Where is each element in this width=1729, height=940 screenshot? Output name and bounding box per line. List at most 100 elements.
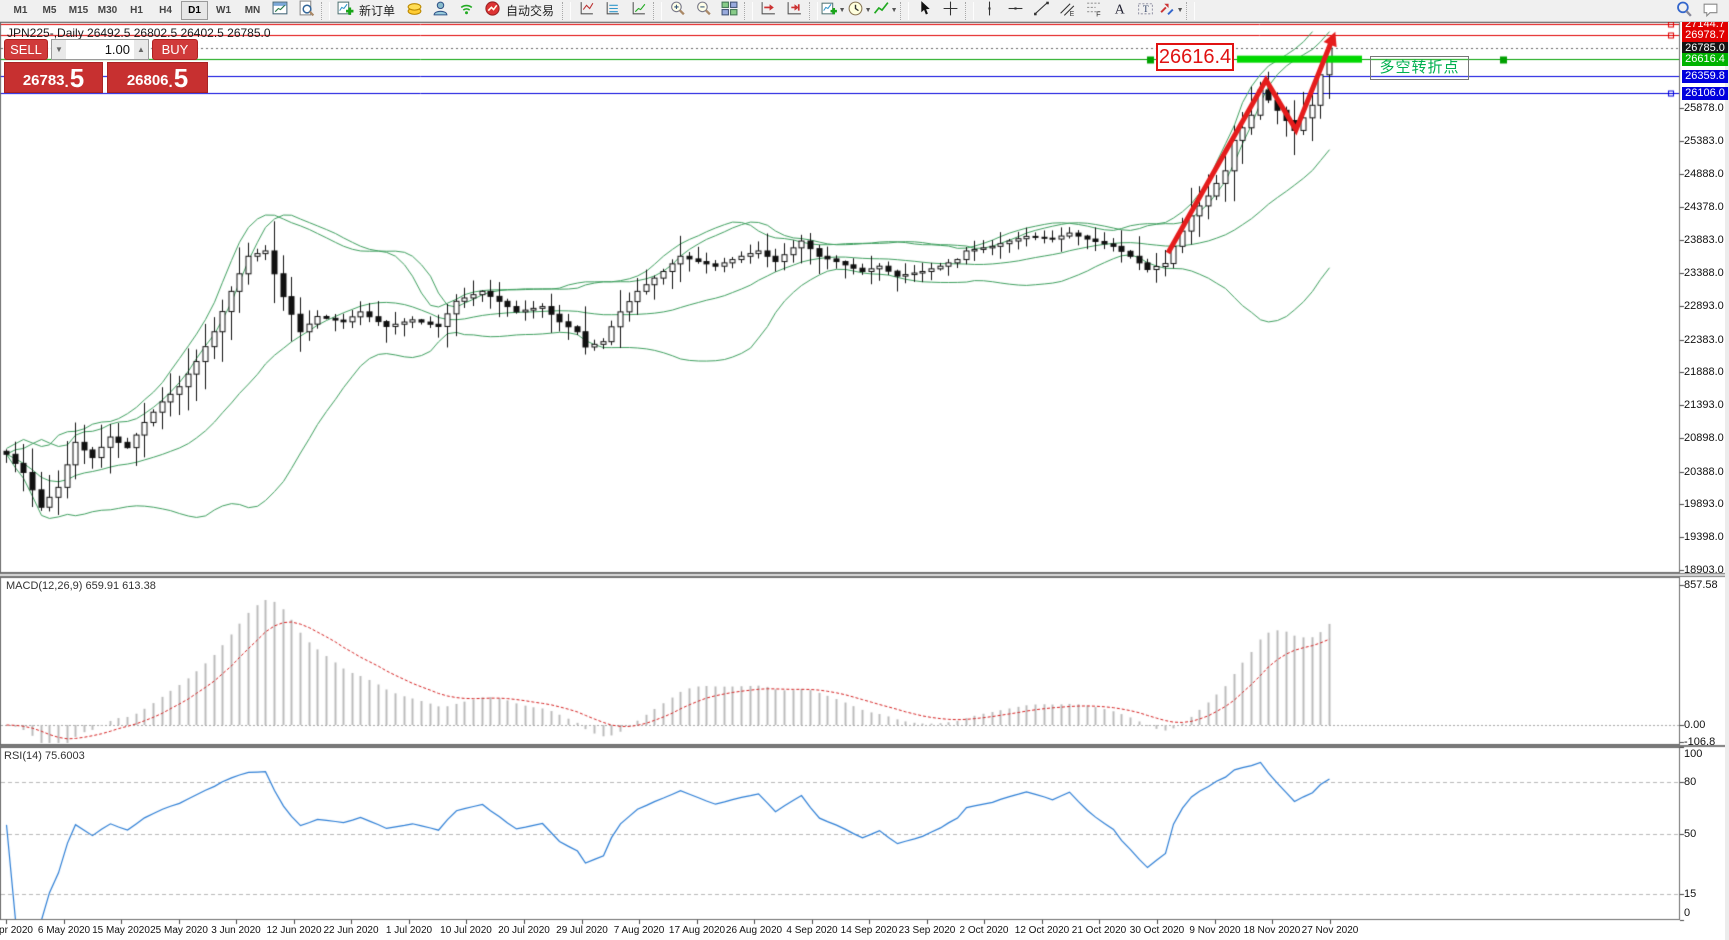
date-label: 10 Jul 2020 [440,925,492,936]
timeframe-toolbar: M1 M5 M15 M30 H1 H4 D1 W1 MN [6,1,267,20]
signal-button[interactable] [453,0,479,22]
gold-coins-icon [406,0,423,22]
tiles-icon [721,0,738,22]
accounts-button[interactable] [427,0,453,22]
price-tick-label: 23883.0 [1684,234,1724,246]
zoom-in-icon [669,0,686,22]
macd-axis-label: -106.8 [1684,736,1716,748]
chart-canvas[interactable] [0,22,1729,940]
date-label: 30 Oct 2020 [1129,925,1185,936]
price-tick-label: 25383.0 [1684,135,1724,147]
text-label-button[interactable]: T [1132,0,1158,22]
print-preview-icon [298,0,315,22]
toolbar-button-label: 自动交易 [506,4,555,18]
volume-down-button[interactable]: ▼ [52,40,66,59]
chart-style-icon [873,0,890,22]
shapes-button[interactable]: ▼ [1158,0,1184,22]
toolbar-button-label: 新订单 [359,4,396,18]
date-label: 22 Jun 2020 [323,925,379,936]
hline-icon [1007,0,1024,22]
bid-price-button[interactable]: 26783. 5 [4,62,103,93]
date-label: 27 Nov 2020 [1301,925,1359,936]
timeframe-d1-button[interactable]: D1 [181,1,208,20]
channel-icon: E [1059,0,1076,22]
tiles-button[interactable] [716,0,742,22]
crosshair-button[interactable] [937,0,963,22]
chat-button[interactable] [1697,1,1723,23]
price-tick-label: 20898.0 [1684,432,1724,444]
triangle-down-icon: ▼ [55,45,63,54]
price-tick-label: 19398.0 [1684,531,1724,543]
toolbar-separator [321,1,330,20]
macd-axis-label: 0.00 [1684,719,1706,731]
rsi-axis-label: 100 [1684,748,1703,760]
print-preview-button[interactable] [293,0,319,22]
ask-price-pip: 5 [173,63,189,93]
timeframe-w1-button[interactable]: W1 [216,5,231,16]
timeframe-m5-button[interactable]: M5 [42,5,57,16]
macd-indicator-label: MACD(12,26,9) 659.91 613.38 [6,580,156,592]
price-callout-text-object[interactable]: 26616.4 [1156,43,1234,71]
ask-decimal: . [168,74,173,91]
trendline-button[interactable] [1028,0,1054,22]
gold-coins-button[interactable] [401,0,427,22]
toolbar-separator [653,1,663,20]
step-shift-button[interactable] [755,0,781,22]
toolbar-right-icons [1671,1,1723,23]
search-button[interactable] [1671,1,1697,23]
timeframe-m30-button[interactable]: M30 [97,5,118,16]
date-label: 6 May 2020 [37,925,91,936]
autotrading-button[interactable] [479,0,505,22]
ind-cross-button[interactable] [573,0,599,22]
turning-point-note[interactable]: 多空转折点 [1370,56,1469,80]
volume-input[interactable] [66,40,134,59]
date-label: 29 Jul 2020 [556,925,608,936]
date-label: 15 May 2020 [92,925,150,936]
sell-button[interactable]: SELL [4,39,48,60]
price-tick-label: 20388.0 [1684,466,1724,478]
clock-button[interactable]: ▼ [846,0,872,22]
svg-text:E: E [1069,10,1074,16]
fibonacci-button[interactable]: F [1080,0,1106,22]
new-order-button[interactable] [332,0,358,22]
trendline-icon [1033,0,1050,22]
date-label: 7 Aug 2020 [613,925,665,936]
date-label: 9 Nov 2020 [1189,925,1241,936]
ask-price-button[interactable]: 26806. 5 [107,62,208,93]
shapes-icon [1159,0,1176,22]
text-a-icon: A [1111,0,1128,22]
dropdown-arrow-icon: ▼ [864,7,872,14]
text-a-button[interactable]: A [1106,0,1132,22]
one-click-trade-panel: SELL ▼ ▲ BUY 26783.5 26806.5 [4,39,210,93]
date-label: 14 Sep 2020 [840,925,898,936]
chart-style-button[interactable]: ▼ [872,0,898,22]
ind-list-button[interactable] [599,0,625,22]
zoom-in-button[interactable] [664,0,690,22]
zoom-out-button[interactable] [690,0,716,22]
date-label: 20 Jul 2020 [498,925,550,936]
ind-up-button[interactable] [625,0,651,22]
timeframe-mn-button[interactable]: MN [244,5,261,16]
cursor-button[interactable] [911,0,937,22]
level-price-label: 26359.8 [1682,70,1728,83]
toolbar-separator [900,1,910,20]
volume-up-button[interactable]: ▲ [134,40,148,59]
chart-window-button[interactable] [267,0,293,22]
date-label: 3 Jun 2020 [211,925,261,936]
channel-button[interactable]: E [1054,0,1080,22]
vline-button[interactable] [976,0,1002,22]
buy-button[interactable]: BUY [152,39,198,60]
add-chart-button[interactable]: ▼ [820,0,846,22]
ind-list-icon [604,0,621,22]
hline-button[interactable] [1002,0,1028,22]
dropdown-arrow-icon: ▼ [1176,7,1184,14]
timeframe-m1-button[interactable]: M1 [13,5,28,16]
timeframe-h1-button[interactable]: H1 [130,5,143,16]
triangle-up-icon: ▲ [137,45,145,54]
step-last-button[interactable] [781,0,807,22]
timeframe-h4-button[interactable]: H4 [159,5,172,16]
price-tick-label: 18903.0 [1684,564,1724,576]
bid-price-main: 26783 [22,72,65,89]
timeframe-m15-button[interactable]: M15 [68,5,89,16]
step-shift-icon [760,0,777,22]
